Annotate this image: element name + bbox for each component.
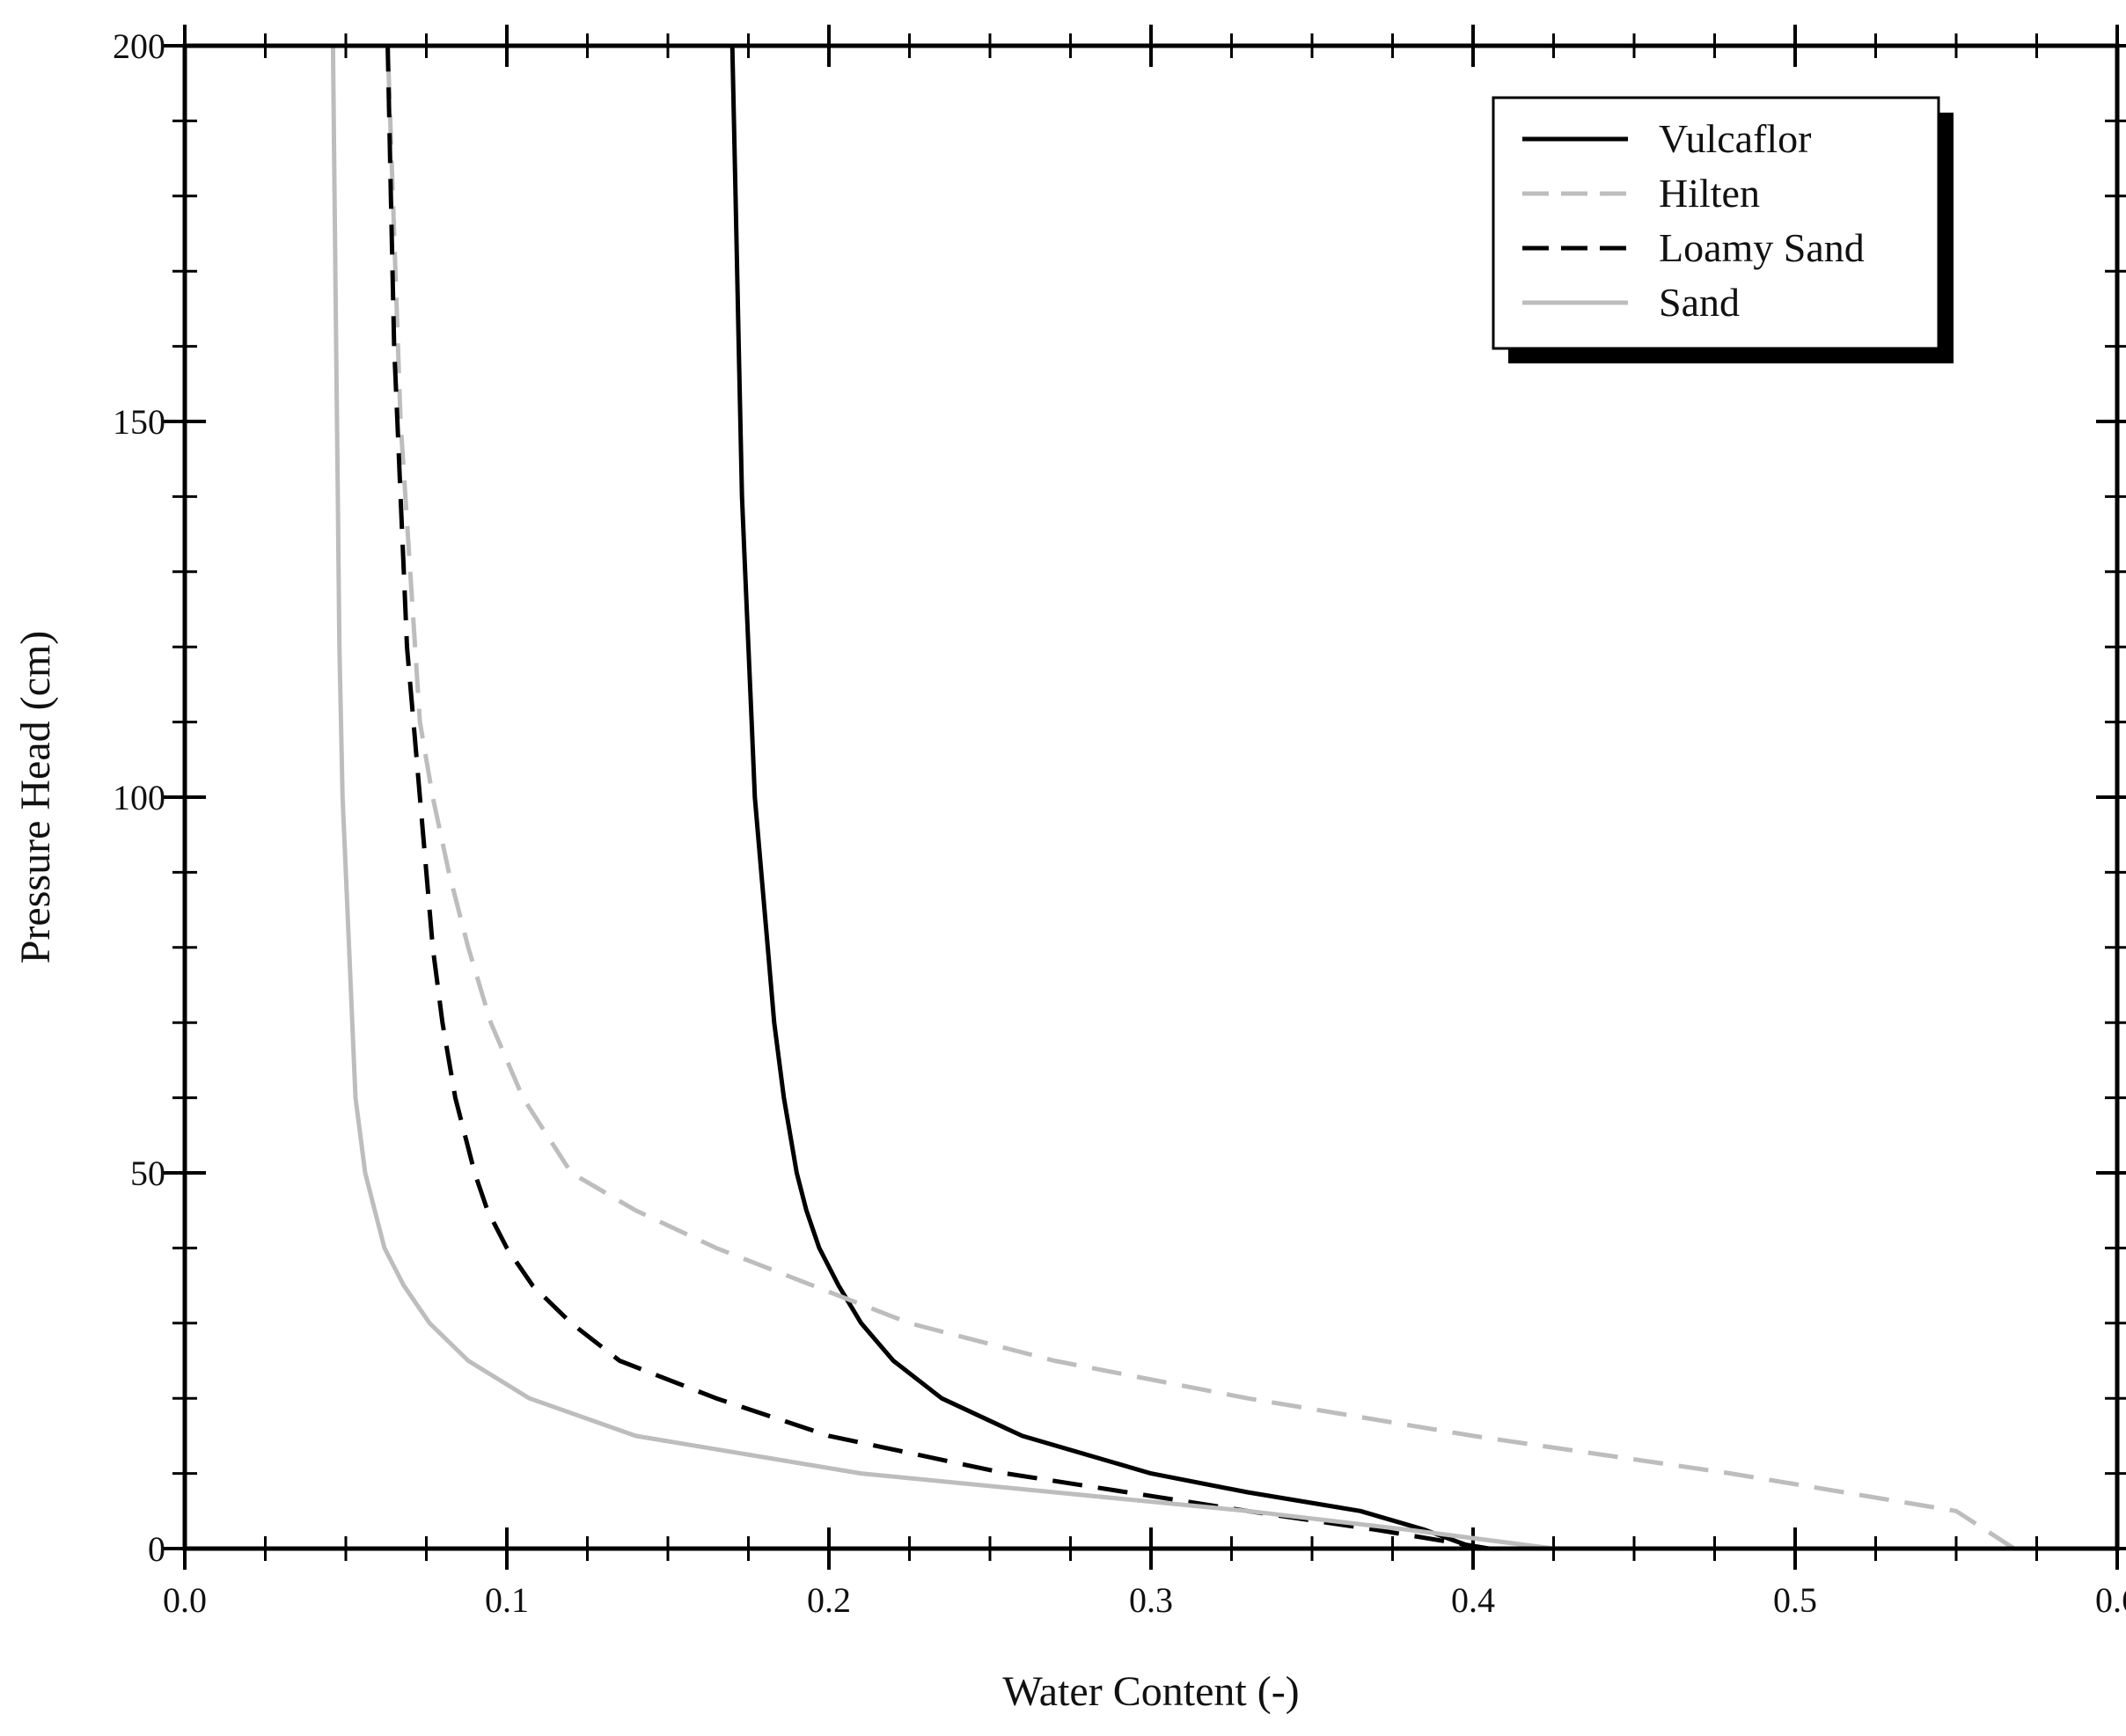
y-tick-label: 150 — [113, 402, 165, 442]
legend: Vulcaflor Hilten Loamy Sand Sand — [1492, 96, 1954, 363]
series-line-loamy-sand — [385, 45, 1490, 1551]
legend-label: Hilten — [1659, 171, 1760, 216]
series-line-hilten — [385, 45, 2016, 1551]
series-line-sand — [330, 45, 1554, 1551]
plot-frame — [182, 43, 2120, 1551]
y-axis-title: Pressure Head (cm) — [12, 631, 59, 964]
x-tick-label: 0.3 — [1129, 1580, 1173, 1620]
x-tick-label: 0.4 — [1451, 1580, 1495, 1620]
series-line-vulcaflor — [729, 45, 1477, 1551]
y-tick-label: 100 — [113, 778, 165, 817]
legend-label: Sand — [1659, 280, 1740, 325]
y-tick-label: 50 — [130, 1154, 165, 1193]
y-tick-label: 200 — [113, 26, 165, 66]
plot-lines — [330, 45, 2016, 1551]
x-tick-label: 0.5 — [1773, 1580, 1817, 1620]
x-axis-title: Water Content (-) — [1002, 1668, 1299, 1715]
x-tick-label: 0.0 — [163, 1580, 207, 1620]
legend-label: Loamy Sand — [1659, 225, 1865, 270]
y-tick-label: 0 — [148, 1529, 165, 1569]
x-tick-label: 0.6 — [2095, 1580, 2126, 1620]
x-tick-label: 0.1 — [485, 1580, 529, 1620]
legend-label: Vulcaflor — [1659, 116, 1812, 161]
x-tick-label: 0.2 — [807, 1580, 851, 1620]
tick-labels: 0.0 0.1 0.2 0.3 0.4 0.5 0.6 0 50 100 150 200 — [113, 26, 2126, 1620]
